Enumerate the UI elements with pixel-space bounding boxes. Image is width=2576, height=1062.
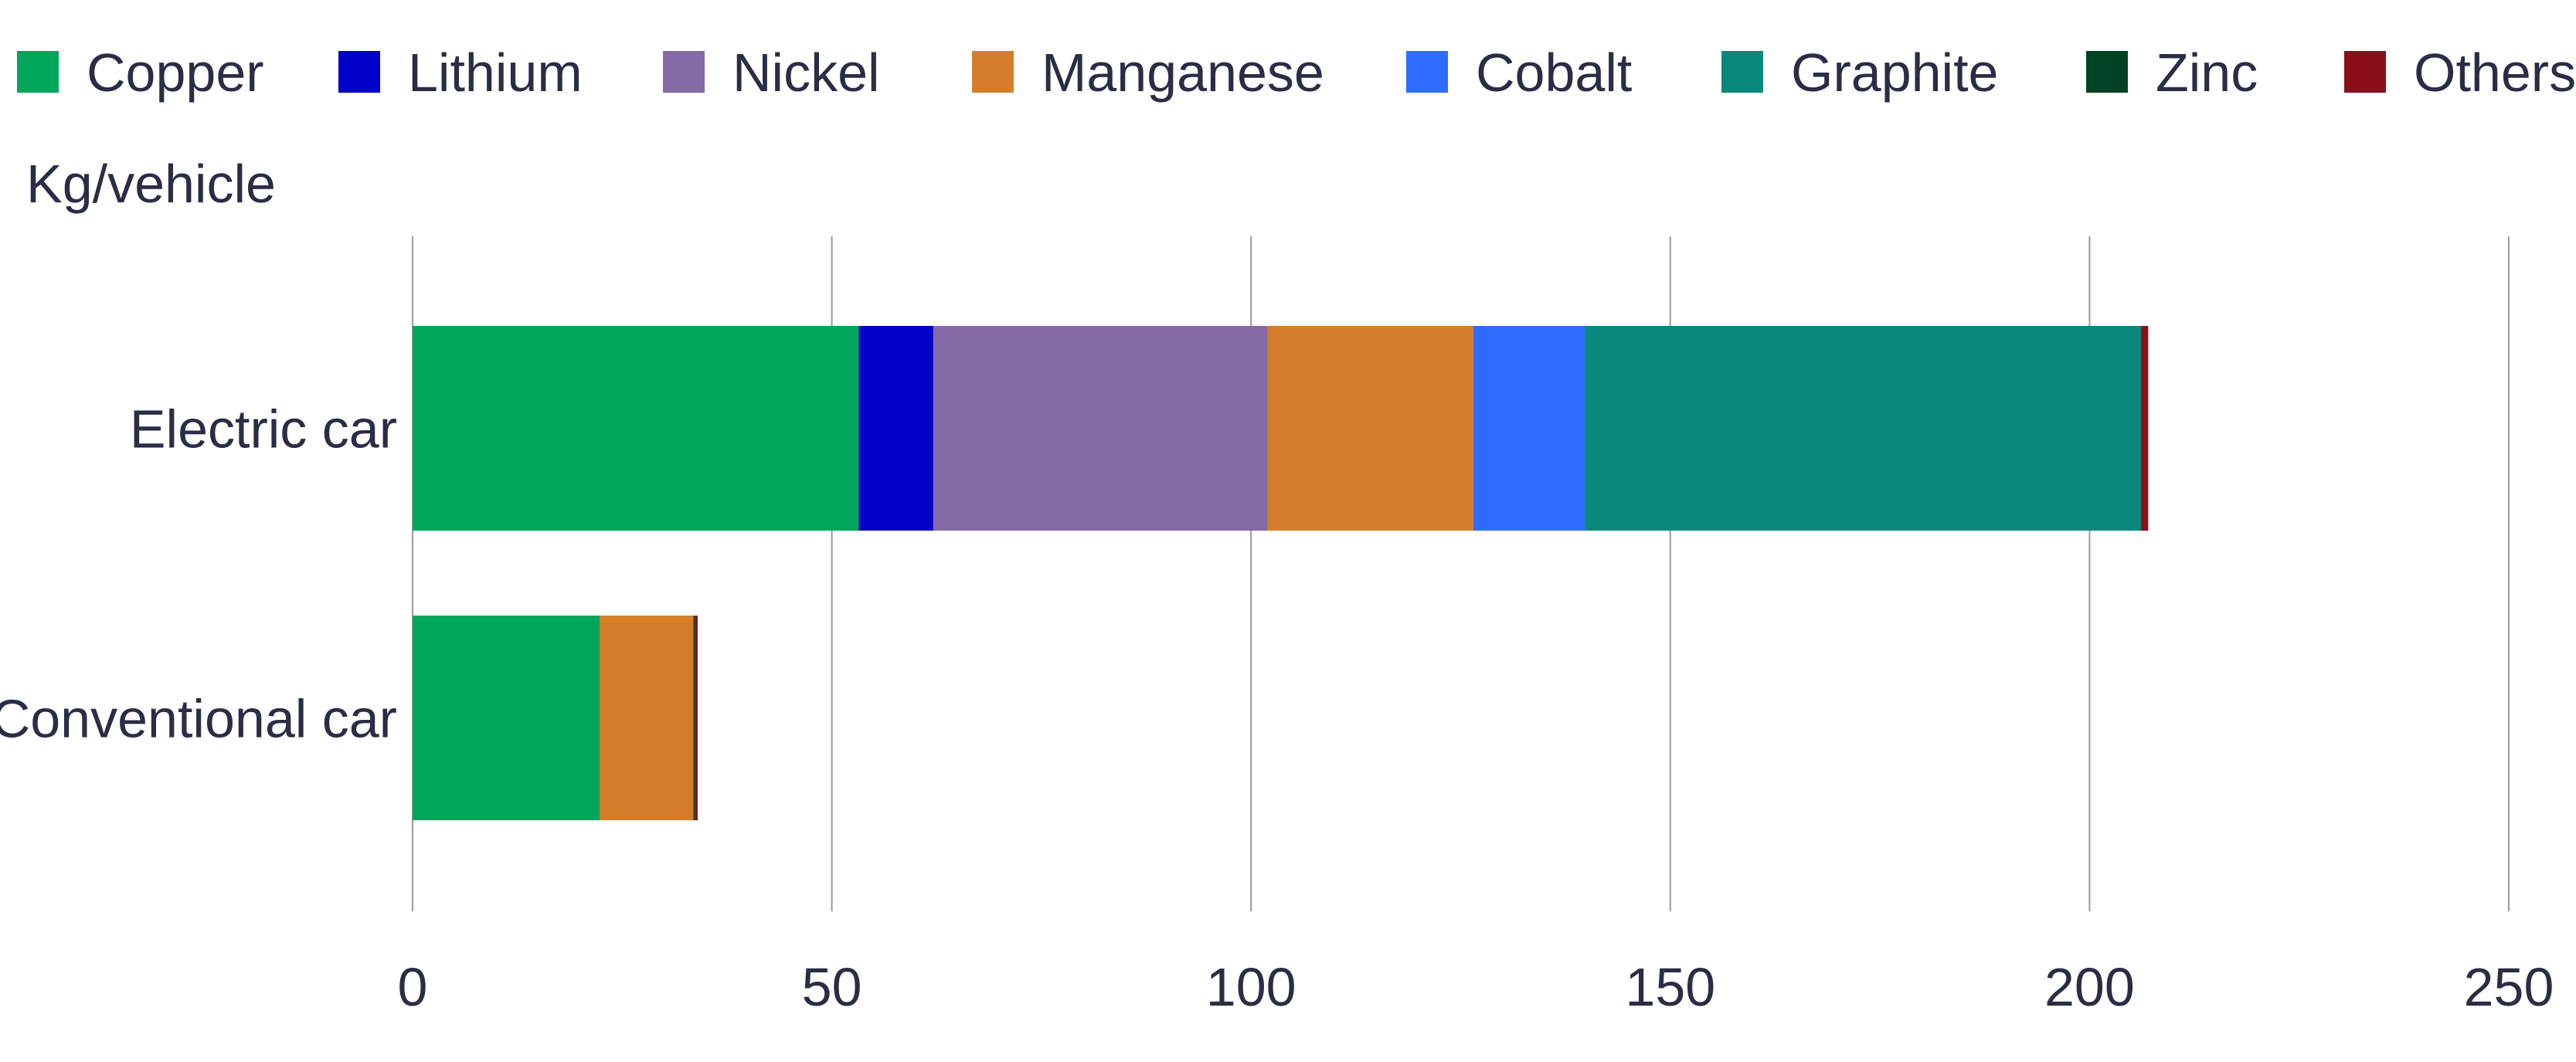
legend-label-cobalt: Cobalt	[1476, 42, 1632, 103]
legend-label-others: Others	[2414, 42, 2576, 103]
legend-label-zinc: Zinc	[2156, 42, 2258, 103]
bar-segment-conventional-car-manganese	[599, 616, 694, 820]
bar-segment-electric-car-graphite	[1585, 326, 2141, 531]
bar-segment-electric-car-zinc	[2140, 326, 2142, 531]
x-tick-label-250: 250	[2464, 957, 2554, 1017]
legend-label-nickel: Nickel	[732, 42, 880, 103]
legend-item-others: Others	[2344, 42, 2576, 103]
x-tick-label-100: 100	[1206, 957, 1296, 1017]
legend-item-cobalt: Cobalt	[1406, 42, 1632, 103]
bar-segment-electric-car-cobalt	[1473, 326, 1585, 531]
bar-segment-electric-car-lithium	[858, 326, 933, 531]
legend-item-manganese: Manganese	[972, 42, 1324, 103]
legend-swatch-copper	[17, 51, 59, 93]
x-tick-label-50: 50	[802, 957, 862, 1017]
legend-label-copper: Copper	[87, 42, 264, 103]
y-axis-unit-label: Kg/vehicle	[26, 154, 276, 214]
bar-segment-electric-car-copper	[413, 326, 859, 531]
legend-label-graphite: Graphite	[1791, 42, 1998, 103]
legend-item-graphite: Graphite	[1721, 42, 1998, 103]
legend-swatch-manganese	[972, 51, 1014, 93]
bar-segment-electric-car-nickel	[933, 326, 1268, 531]
bar-segment-electric-car-manganese	[1267, 326, 1473, 531]
legend-swatch-cobalt	[1406, 51, 1448, 93]
legend-swatch-nickel	[663, 51, 705, 93]
x-tick-label-0: 0	[398, 957, 428, 1017]
bar-segment-electric-car-others	[2141, 326, 2149, 531]
legend-item-nickel: Nickel	[663, 42, 880, 103]
category-label-electric-car: Electric car	[130, 399, 397, 460]
bar-segment-conventional-car-others	[695, 616, 698, 820]
category-label-conventional-car: Conventional car	[0, 689, 397, 749]
legend-item-zinc: Zinc	[2086, 42, 2258, 103]
bar-segment-conventional-car-zinc	[693, 616, 695, 820]
legend-item-lithium: Lithium	[338, 42, 583, 103]
legend-swatch-lithium	[338, 51, 380, 93]
legend-swatch-others	[2344, 51, 2386, 93]
legend-label-lithium: Lithium	[408, 42, 583, 103]
legend-label-manganese: Manganese	[1042, 42, 1324, 103]
category-labels: Electric car Conventional car	[0, 399, 397, 749]
legend: Copper Lithium Nickel Manganese Cobalt Graphi…	[17, 42, 2576, 103]
legend-swatch-graphite	[1721, 51, 1763, 93]
legend-swatch-zinc	[2086, 51, 2128, 93]
bars	[413, 326, 2149, 820]
bar-segment-conventional-car-copper	[413, 616, 600, 820]
x-tick-label-200: 200	[2044, 957, 2135, 1017]
x-tick-label-150: 150	[1625, 957, 1715, 1017]
legend-item-copper: Copper	[17, 42, 264, 103]
x-tick-labels: 0 50 100 150 200 250	[398, 957, 2554, 1017]
